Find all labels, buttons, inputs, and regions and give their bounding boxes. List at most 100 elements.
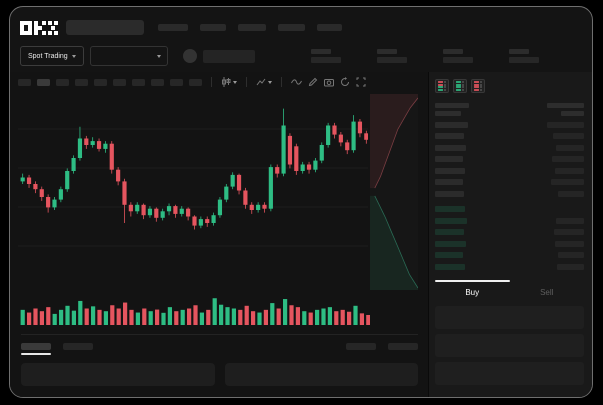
bottom-panel-right[interactable] [224,363,418,386]
orderbook-ask-row[interactable] [435,131,584,143]
stripe [474,88,482,91]
timeframe-button[interactable] [56,78,69,86]
grey-dash [443,86,446,89]
orderbook-ask-row[interactable] [435,165,584,177]
nav-item-placeholder[interactable] [278,24,305,31]
colored-dash [456,83,461,86]
tab-buy[interactable]: Buy [435,282,510,301]
slider-handle[interactable] [434,398,445,399]
amount-bar [554,229,584,236]
nav-item-placeholder[interactable] [238,24,266,31]
stripe [456,86,464,89]
orderbook-ask-row[interactable] [435,177,584,189]
order-price-input[interactable] [435,305,584,329]
price-bar [435,263,465,270]
orderbook-combined-icon[interactable] [435,79,449,93]
nav-item-placeholder[interactable] [200,24,226,31]
bottom-tab-placeholder[interactable] [63,343,93,350]
timeframe-button[interactable] [37,78,50,86]
orderbook-bid-row[interactable] [435,215,584,227]
chart-toolbar [10,72,428,90]
buy-sell-tabs: Buy Sell [435,279,585,301]
chart-section [10,72,428,397]
stripe [456,81,464,84]
orderbook-bid-row[interactable] [435,250,584,262]
line-tool-button[interactable] [291,77,302,87]
chevron-down-icon [268,80,272,84]
timeframe-button[interactable] [189,78,202,86]
stat-value-placeholder [376,57,407,63]
price-bar [435,190,464,197]
grey-dash [443,88,446,91]
last-price-placeholder [202,49,255,63]
orderbook-bid-row[interactable] [435,204,584,216]
order-amount-input[interactable] [435,333,584,357]
stat-label-placeholder [442,49,463,54]
toolbar-divider [211,77,212,87]
app-window: Spot Trading [9,6,593,398]
fullscreen-button[interactable] [356,77,366,87]
okx-logo[interactable] [20,20,58,35]
timeframe-button[interactable] [113,78,126,86]
stripe [456,83,464,86]
bottom-action-placeholder[interactable] [388,343,418,350]
bottom-panel-left[interactable] [21,363,215,386]
colored-dash [456,81,461,84]
colored-dash [438,83,443,86]
orderbook-bid-row[interactable] [435,227,584,239]
stripe [456,88,464,91]
candle-style-selector[interactable] [221,77,237,87]
stripe [438,86,446,89]
search-input[interactable] [66,20,144,35]
timeframe-button[interactable] [170,78,183,86]
orderbook-ask-row[interactable] [435,142,584,154]
timeframe-button[interactable] [94,78,107,86]
amount-bar [556,217,584,224]
timeframe-button[interactable] [75,78,88,86]
orderbook-ask-row[interactable] [435,188,584,200]
stat-label-placeholder [508,49,529,54]
grey-dash [461,88,464,91]
volume-chart[interactable] [18,292,370,326]
indicators-selector[interactable] [256,77,272,87]
refresh-button[interactable] [340,77,350,87]
timeframe-button[interactable] [151,78,164,86]
tab-sell[interactable]: Sell [510,282,585,301]
amount-bar [558,190,584,197]
screenshot-button[interactable] [324,77,334,87]
candlestick-chart[interactable] [18,94,368,290]
pair-selector[interactable] [89,46,168,66]
orderbook-col-header-placeholder [435,103,469,108]
price-bar [435,206,465,213]
nav-item-placeholder[interactable] [158,24,188,31]
depth-chart[interactable] [370,94,418,290]
chevron-down-icon [156,54,161,58]
orderbook-bids-icon[interactable] [453,79,467,93]
order-total-input[interactable] [435,361,584,385]
colored-dash [438,81,443,84]
timeframe-button[interactable] [132,78,145,86]
bottom-action-placeholder[interactable] [346,343,376,350]
stripe [438,81,446,84]
orderbook-asks-icon[interactable] [471,79,485,93]
bottom-tab-placeholder[interactable] [21,343,51,355]
nav-item-placeholder[interactable] [317,24,342,31]
orderbook-ask-row[interactable] [435,119,584,131]
trading-mode-selector[interactable]: Spot Trading [20,46,84,66]
draw-tool-button[interactable] [308,77,318,87]
orderbook-bid-row[interactable] [435,238,584,250]
timeframe-button[interactable] [18,78,31,86]
top-nav-bar [10,7,592,39]
orderbook-ask-row[interactable] [435,154,584,166]
line-tool-icon [291,79,302,85]
grey-dash [461,86,464,89]
orderbook-bid-row[interactable] [435,261,584,273]
grey-dash [461,81,464,84]
bottom-tabs [21,334,418,355]
amount-slider[interactable] [438,398,581,399]
stat-value-placeholder [442,57,473,63]
ticker-stat [376,49,407,63]
chevron-down-icon [233,80,237,84]
chart-area [18,94,418,290]
amount-bar [551,179,584,186]
